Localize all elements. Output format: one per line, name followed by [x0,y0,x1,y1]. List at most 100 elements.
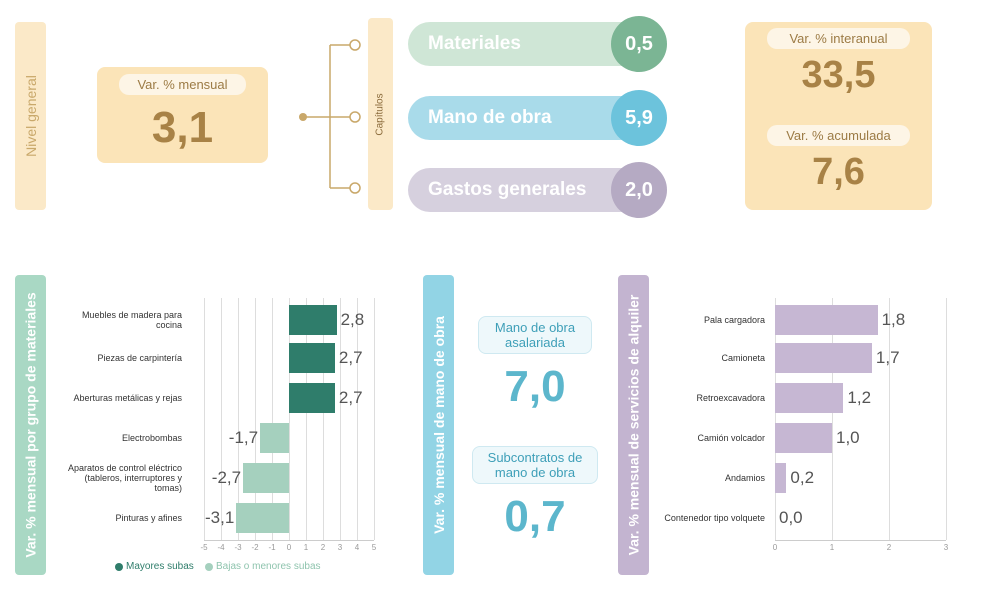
chapters-tab: Capítulos [368,18,393,210]
chapter-value: 2,0 [611,162,667,218]
x-tick-label: 1 [303,543,309,552]
y-tick-label: Electrobombas [121,433,182,443]
grid-line [306,298,307,540]
labor-title: Var. % mensual de mano de obra [430,316,447,534]
grid-line [204,298,205,540]
chapter-pill: Materiales [408,22,643,66]
x-tick-label: -1 [268,543,276,552]
x-tick-label: 2 [886,543,892,552]
x-tick-label: 5 [371,543,377,552]
value-label: 1,8 [881,310,906,329]
grid-line [272,298,273,540]
chapter-pill: Gastos generales [408,168,643,212]
grid-line [889,298,890,540]
chapters-label: Capítulos [375,92,386,136]
grid-line [255,298,256,540]
labor-tab: Var. % mensual de mano de obra [423,275,454,575]
bar [775,423,832,453]
value-label: 1,7 [875,348,900,367]
labor-label: Subcontratos de mano de obra [472,446,598,484]
grid-line [374,298,375,540]
value-label: 2,7 [338,388,363,407]
y-tick-label: Camión volcador [697,433,765,443]
y-tick-label: Muebles de madera para cocina [81,310,182,330]
grid-line [357,298,358,540]
general-tab: Nivel general [15,22,46,210]
y-tick-label: Aparatos de control eléctrico (tableros,… [67,463,182,493]
labor-value: 0,7 [504,492,566,541]
y-tick-label: Camioneta [721,353,765,363]
x-tick-label: -4 [217,543,225,552]
bar [775,463,787,493]
grid-line [775,298,776,540]
value-label: 2,7 [338,348,363,367]
y-tick-label: Pala cargadora [703,315,765,325]
x-tick-label: -3 [234,543,242,552]
monthly-label: Var. % mensual [119,74,246,95]
x-tick-label: 0 [286,543,292,552]
rental-tab: Var. % mensual de servicios de alquiler [618,275,649,575]
x-tick-label: 0 [772,543,778,552]
x-tick-label: 2 [320,543,326,552]
value-label: 0,0 [779,508,803,527]
bar [289,305,337,335]
labor-value: 7,0 [504,362,566,411]
bar [289,383,335,413]
monthly-card: Var. % mensual 3,1 [97,67,268,163]
annual-value: 33,5 [801,54,876,96]
bar [775,343,872,373]
value-label: -3,1 [205,508,235,527]
grid-line [946,298,947,540]
grid-line [221,298,222,540]
y-tick-label: Piezas de carpintería [97,353,182,363]
bracket [299,39,361,194]
chart-title: Var. % mensual de servicios de alquiler [625,294,642,556]
chapter-value: 0,5 [611,16,667,72]
grid-line [323,298,324,540]
x-axis [204,540,374,541]
accumulated-value: 7,6 [812,151,865,193]
value-label: -2,7 [211,468,242,487]
y-tick-label: Contenedor tipo volquete [664,513,765,523]
x-tick-label: 3 [943,543,949,552]
materials-tab: Var. % mensual por grupo de materiales [15,275,46,575]
y-tick-label: Andamios [724,473,765,483]
x-axis [775,540,946,541]
value-label: 1,2 [847,388,872,407]
x-tick-label: 1 [829,543,835,552]
y-tick-label: Pinturas y afines [115,513,182,523]
y-tick-label: Retroexcavadora [696,393,765,403]
chapter-value: 5,9 [611,90,667,146]
legend-label: Mayores subas [126,561,194,572]
legend-label: Bajas o menores subas [216,561,321,572]
value-label: 2,8 [340,310,365,329]
bar [236,503,289,533]
annual-label: Var. % interanual [767,28,910,49]
x-tick-label: 3 [337,543,343,552]
x-tick-label: -5 [200,543,208,552]
legend-swatch [115,563,123,571]
bar [260,423,289,453]
accumulated-label: Var. % acumulada [767,125,910,146]
bar [243,463,289,493]
grid-line [289,298,290,540]
y-tick-label: Aberturas metálicas y rejas [73,393,182,403]
bar [775,383,844,413]
value-label: 1,0 [836,428,860,447]
bar [775,305,878,335]
variation-card: Var. % interanual 33,5 Var. % acumulada … [745,22,932,210]
legend-swatch [205,563,213,571]
grid-line [832,298,833,540]
labor-label: Mano de obra asalariada [478,316,592,354]
chart-title: Var. % mensual por grupo de materiales [22,292,39,558]
value-label: 0,2 [790,468,815,487]
monthly-value: 3,1 [151,103,214,152]
bar [289,343,335,373]
chapter-pill: Mano de obra [408,96,643,140]
x-tick-label: 4 [354,543,360,552]
general-label: Nivel general [22,75,39,157]
value-label: -1,7 [228,428,259,447]
grid-line [238,298,239,540]
grid-line [340,298,341,540]
